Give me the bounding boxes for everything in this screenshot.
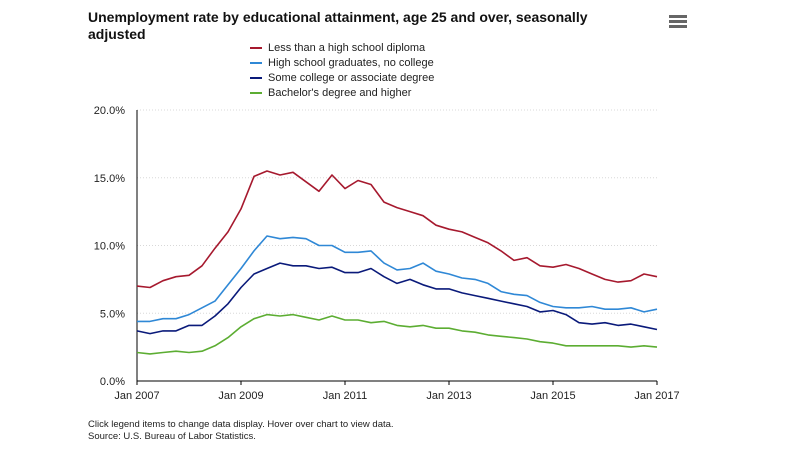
chart-title: Unemployment rate by educational attainm…	[88, 9, 588, 42]
legend-item-some-college[interactable]: Some college or associate degree	[250, 70, 434, 85]
legend-swatch	[250, 61, 262, 64]
x-tick-label: Jan 2013	[426, 390, 471, 402]
x-tick-label: Jan 2009	[218, 390, 263, 402]
footer-source: Source: U.S. Bureau of Labor Statistics.	[88, 431, 256, 442]
x-tick-label: Jan 2007	[114, 390, 159, 402]
y-tick-label: 20.0%	[94, 105, 125, 117]
x-tick-label: Jan 2017	[634, 390, 679, 402]
legend-item-bachelors[interactable]: Bachelor's degree and higher	[250, 85, 434, 100]
legend-label: Bachelor's degree and higher	[268, 86, 412, 99]
y-tick-label: 10.0%	[94, 241, 125, 253]
series-line-1[interactable]	[137, 235, 658, 323]
x-tick-label: Jan 2011	[323, 390, 367, 402]
line-chart[interactable]: 0.0% 5.0% 10.0% 15.0% 20.0% Jan 2007 Jan 2009 J…	[0, 0, 807, 410]
legend-swatch	[250, 76, 262, 79]
legend-item-less-than-hs[interactable]: Less than a high school diploma	[250, 40, 434, 55]
y-tick-label: 15.0%	[94, 173, 125, 185]
series-line-3[interactable]	[136, 313, 658, 355]
footer-instructions: Click legend items to change data displa…	[88, 419, 394, 430]
x-tick-label: Jan 2015	[530, 390, 575, 402]
legend: Less than a high school diploma High sch…	[250, 40, 434, 100]
legend-swatch	[250, 46, 262, 49]
legend-label: High school graduates, no college	[268, 56, 434, 69]
y-tick-label: 0.0%	[100, 376, 125, 388]
series-line-0[interactable]	[136, 170, 658, 289]
y-tick-label: 5.0%	[100, 308, 125, 320]
series-line-2[interactable]	[136, 262, 658, 335]
legend-item-hs-graduates[interactable]: High school graduates, no college	[250, 55, 434, 70]
legend-swatch	[250, 91, 262, 94]
chart-footer: Click legend items to change data displa…	[88, 419, 394, 443]
hamburger-menu-icon[interactable]	[669, 15, 687, 29]
legend-label: Less than a high school diploma	[268, 41, 426, 54]
legend-label: Some college or associate degree	[268, 71, 435, 84]
